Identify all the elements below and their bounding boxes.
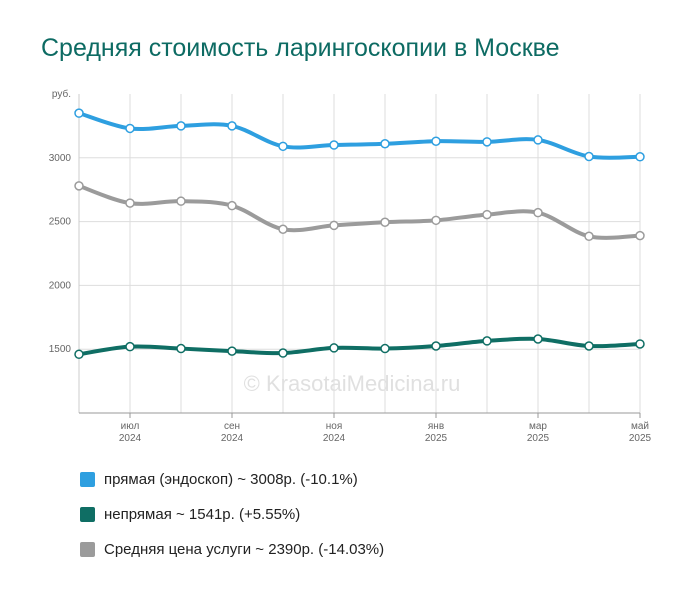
data-point (482, 137, 492, 147)
series-direct (74, 108, 645, 162)
data-point (329, 220, 339, 231)
data-point (176, 196, 186, 206)
data-point (584, 151, 594, 162)
data-point (482, 209, 492, 220)
x-tick-label-month: мар (529, 421, 547, 432)
data-point (533, 334, 543, 344)
series-average (74, 181, 645, 242)
data-point (176, 343, 186, 354)
data-point (482, 336, 492, 346)
data-point (227, 200, 237, 211)
data-point (74, 349, 84, 360)
data-point (635, 339, 645, 349)
legend: прямая (эндоскоп) ~ 3008р. (-10.1%) непр… (80, 462, 384, 567)
x-tick-label-month: сен (224, 421, 240, 432)
legend-swatch-indirect (80, 507, 95, 522)
watermark: © KrasotaiMedicina.ru (244, 371, 461, 396)
x-tick-label-year: 2024 (221, 433, 244, 444)
data-point (227, 346, 237, 356)
data-point (584, 231, 594, 242)
x-tick-label-month: янв (428, 421, 444, 432)
x-tick-label-year: 2024 (119, 433, 142, 444)
chart-title: Средняя стоимость ларингоскопии в Москве (41, 34, 560, 62)
x-tick-label-month: ноя (326, 421, 343, 432)
series-indirect (74, 334, 645, 360)
data-point (125, 198, 135, 208)
x-tick-label-year: 2025 (425, 433, 448, 444)
x-tick-label-month: май (631, 421, 649, 432)
legend-item-average[interactable]: Средняя цена услуги ~ 2390р. (-14.03%) (80, 532, 384, 567)
data-point (278, 141, 288, 152)
data-point (74, 108, 84, 118)
series-line (77, 336, 642, 357)
data-point (431, 341, 441, 351)
data-point (125, 341, 135, 352)
data-point (533, 135, 543, 145)
x-tick-label-year: 2024 (323, 433, 346, 444)
data-point (278, 224, 288, 235)
x-tick-label-year: 2025 (527, 433, 550, 444)
legend-label-direct: прямая (эндоскоп) ~ 3008р. (-10.1%) (104, 471, 358, 488)
data-point (635, 152, 645, 162)
data-point (380, 343, 390, 354)
x-tick-label-year: 2025 (629, 433, 652, 444)
data-point (380, 217, 390, 227)
data-point (176, 121, 186, 131)
legend-item-direct[interactable]: прямая (эндоскоп) ~ 3008р. (-10.1%) (80, 462, 384, 497)
y-unit-label: руб. (52, 88, 71, 100)
data-point (329, 140, 339, 150)
legend-item-indirect[interactable]: непрямая ~ 1541р. (+5.55%) (80, 497, 384, 532)
data-point (329, 343, 339, 353)
data-point (227, 121, 237, 131)
legend-swatch-average (80, 542, 95, 557)
data-point (635, 230, 645, 241)
data-point (74, 181, 84, 191)
data-point (584, 341, 594, 351)
y-tick-label: 2000 (49, 280, 72, 291)
legend-swatch-direct (80, 472, 95, 487)
data-point (533, 207, 543, 218)
series-line (77, 111, 642, 160)
y-tick-label: 2500 (49, 217, 72, 228)
data-point (431, 215, 441, 226)
data-point (125, 123, 135, 134)
y-tick-label: 1500 (49, 344, 72, 355)
legend-label-average: Средняя цена услуги ~ 2390р. (-14.03%) (104, 541, 385, 558)
legend-label-indirect: непрямая ~ 1541р. (+5.55%) (104, 506, 301, 523)
line-chart: руб.1500200025003000июл2024сен2024ноя202… (49, 88, 652, 444)
series-line (77, 183, 642, 240)
data-point (278, 348, 288, 358)
y-tick-label: 3000 (49, 153, 72, 164)
data-point (380, 139, 390, 149)
x-tick-label-month: июл (121, 421, 140, 432)
data-point (431, 136, 441, 146)
